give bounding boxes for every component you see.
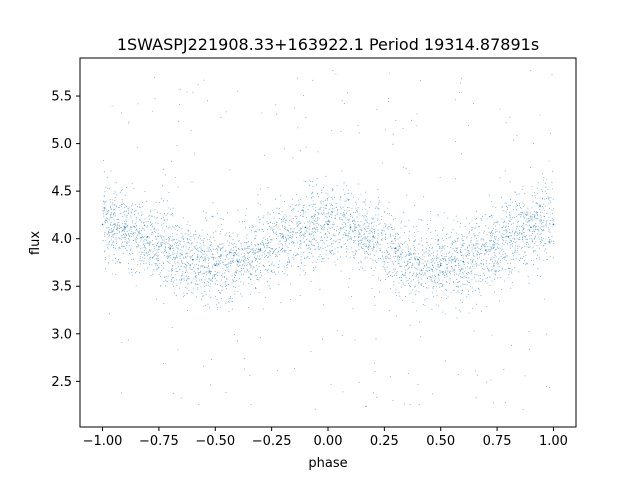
x-tick-label: −0.25	[252, 434, 292, 449]
data-point	[552, 223, 555, 226]
chart-title: 1SWASPJ221908.33+163922.1 Period 19314.8…	[117, 35, 539, 54]
data-point	[282, 235, 284, 238]
data-point	[417, 258, 419, 261]
x-axis-label: phase	[308, 456, 347, 471]
x-tick-label: −0.75	[139, 434, 179, 449]
data-point	[327, 223, 329, 226]
y-tick-label: 2.5	[51, 375, 72, 390]
x-tick-label: 0.50	[426, 434, 455, 449]
data-point	[214, 264, 217, 267]
y-tick-label: 3.5	[51, 280, 72, 295]
scatter-points	[101, 70, 555, 410]
x-tick-label: −1.00	[83, 434, 123, 449]
x-tick-label: 0.75	[483, 434, 512, 449]
data-point	[372, 235, 374, 238]
y-tick-label: 4.5	[51, 185, 72, 200]
data-point	[146, 235, 149, 238]
x-tick-label: 1.00	[539, 434, 568, 449]
data-point	[530, 226, 532, 229]
data-point	[507, 235, 510, 238]
y-axis-label: flux	[28, 231, 43, 255]
data-point	[237, 260, 239, 263]
x-tick-label: 0.25	[370, 434, 399, 449]
data-point	[169, 247, 171, 250]
y-axis: 2.5 3.0 3.5 4.0 4.5 5.0 5.5	[51, 90, 80, 390]
y-tick-label: 3.0	[51, 327, 72, 342]
data-point	[485, 249, 487, 251]
x-tick-label: −0.50	[195, 434, 235, 449]
y-tick-label: 5.0	[51, 137, 72, 152]
y-tick-label: 5.5	[51, 90, 72, 105]
data-point	[304, 226, 307, 229]
data-point	[349, 226, 352, 229]
data-point	[101, 223, 104, 226]
x-axis: −1.00 −0.75 −0.50 −0.25 0.00 0.25 0.50 0.75 1.00	[83, 427, 568, 449]
data-point	[259, 249, 262, 251]
y-tick-label: 4.0	[51, 232, 72, 247]
x-tick-label: 0.00	[314, 434, 343, 449]
